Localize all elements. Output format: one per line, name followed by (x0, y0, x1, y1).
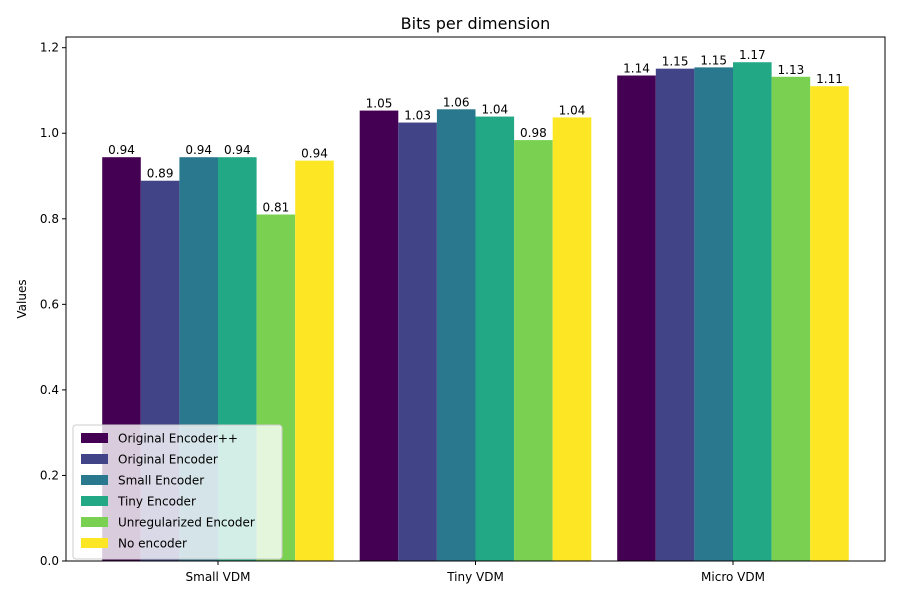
data-label: 0.94 (185, 143, 212, 157)
data-label: 0.81 (263, 201, 290, 215)
bar-small-vdm-no-encoder (295, 160, 334, 562)
bar-tiny-vdm-tiny-encoder (475, 116, 515, 562)
y-axis-label: Values (15, 279, 29, 318)
bar-tiny-vdm-unregularized-encoder (514, 140, 553, 561)
legend-entry-label: Original Encoder (118, 453, 218, 467)
x-tick-label: Small VDM (186, 570, 251, 584)
bar-tiny-vdm-original-encoder- (359, 110, 399, 561)
bar-micro-vdm-no-encoder (810, 86, 849, 561)
data-label: 1.14 (623, 61, 650, 75)
legend-swatch (81, 538, 108, 548)
legend-swatch (81, 517, 108, 527)
legend-entry-label: No encoder (118, 537, 187, 551)
data-label: 0.94 (108, 143, 135, 157)
y-tick-label: 1.0 (40, 126, 59, 140)
y-tick-label: 0.4 (40, 383, 59, 397)
data-label: 1.17 (739, 48, 766, 62)
legend-entry-label: Unregularized Encoder (118, 516, 255, 530)
chart-title: Bits per dimension (401, 14, 551, 33)
bar-tiny-vdm-small-encoder (436, 109, 476, 561)
legend-box (72, 424, 283, 560)
bar-tiny-vdm-original-encoder (398, 122, 437, 561)
x-axis: Small VDM Tiny VDM Micro VDM (186, 561, 765, 584)
legend: Original Encoder++ Original Encoder Small … (72, 424, 283, 560)
data-label: 1.06 (443, 95, 470, 109)
y-tick-label: 0.0 (40, 554, 59, 568)
x-tick-label: Tiny VDM (446, 570, 504, 584)
legend-swatch (81, 454, 108, 464)
bar-micro-vdm-original-encoder (655, 68, 695, 562)
bar-micro-vdm-unregularized-encoder (771, 76, 811, 562)
y-tick-label: 0.8 (40, 212, 59, 226)
x-tick-label: Micro VDM (701, 570, 765, 584)
data-label: 1.15 (700, 53, 727, 67)
y-axis: 0.0 0.2 0.4 0.6 0.8 1.0 1.2 (40, 41, 66, 568)
bar-micro-vdm-small-encoder (694, 67, 733, 562)
y-tick-label: 1.2 (40, 41, 59, 55)
data-label: 1.05 (366, 97, 393, 111)
data-labels-layer: 0.94 1.05 1.14 0.89 1.03 1.15 0.94 1.06 1.15 0.94… (108, 48, 843, 214)
data-label: 1.03 (404, 109, 431, 123)
data-label: 1.13 (778, 63, 805, 77)
data-label: 0.89 (147, 167, 174, 181)
legend-swatch (81, 475, 108, 485)
data-label: 1.15 (662, 55, 689, 69)
data-label: 0.94 (301, 147, 328, 161)
bar-tiny-vdm-no-encoder (552, 117, 592, 561)
legend-entry-label: Small Encoder (118, 474, 204, 488)
legend-swatch (81, 433, 108, 443)
data-label: 1.11 (816, 72, 843, 86)
legend-swatch (81, 496, 108, 506)
data-label: 0.98 (520, 126, 547, 140)
y-tick-label: 0.2 (40, 468, 59, 482)
data-label: 1.04 (559, 103, 586, 117)
legend-entry-label: Tiny Encoder (117, 495, 196, 509)
bar-micro-vdm-tiny-encoder (733, 62, 772, 562)
legend-entry-label: Original Encoder++ (118, 432, 238, 446)
bar-micro-vdm-original-encoder- (617, 75, 656, 561)
data-label: 0.94 (224, 143, 251, 157)
y-tick-label: 0.6 (40, 297, 59, 311)
data-label: 1.04 (481, 103, 508, 117)
